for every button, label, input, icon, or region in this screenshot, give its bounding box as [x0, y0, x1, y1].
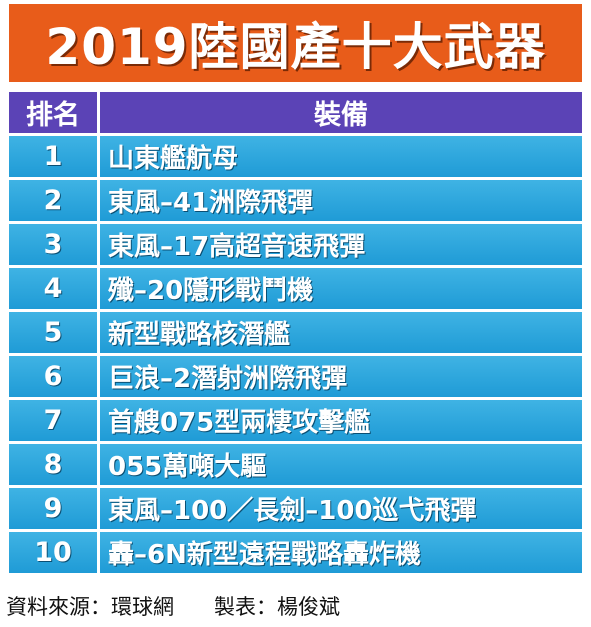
equipment-cell: 山東艦航母 — [100, 136, 582, 177]
table-row: 1 山東艦航母 — [9, 136, 582, 177]
rank-cell: 9 — [9, 488, 97, 529]
rank-cell: 8 — [9, 444, 97, 485]
source-note: 資料來源：環球網 — [6, 595, 174, 619]
page-title: 2019陸國產十大武器 — [45, 18, 546, 76]
rank-cell: 7 — [9, 400, 97, 441]
rank-cell: 10 — [9, 532, 97, 573]
table-row: 5 新型戰略核潛艦 — [9, 312, 582, 353]
table-row: 3 東風–17高超音速飛彈 — [9, 224, 582, 265]
table-row: 8 055萬噸大驅 — [9, 444, 582, 485]
rank-column-header: 排名 — [9, 92, 97, 133]
rank-cell: 3 — [9, 224, 97, 265]
title-banner: 2019陸國產十大武器 — [9, 4, 582, 82]
equipment-cell: 巨浪–2潛射洲際飛彈 — [100, 356, 582, 397]
equipment-cell: 轟–6N新型遠程戰略轟炸機 — [100, 532, 582, 573]
equipment-cell: 殲–20隱形戰鬥機 — [100, 268, 582, 309]
equipment-cell: 新型戰略核潛艦 — [100, 312, 582, 353]
table-row: 2 東風–41洲際飛彈 — [9, 180, 582, 221]
table-row: 9 東風–100／長劍–100巡弋飛彈 — [9, 488, 582, 529]
rank-cell: 1 — [9, 136, 97, 177]
equipment-cell: 055萬噸大驅 — [100, 444, 582, 485]
rank-cell: 4 — [9, 268, 97, 309]
ranking-table: 排名 裝備 1 山東艦航母 2 東風–41洲際飛彈 3 東風–17高超音速飛彈 … — [9, 92, 582, 576]
table-row: 10 轟–6N新型遠程戰略轟炸機 — [9, 532, 582, 573]
table-row: 4 殲–20隱形戰鬥機 — [9, 268, 582, 309]
equipment-cell: 東風–41洲際飛彈 — [100, 180, 582, 221]
equipment-column-header: 裝備 — [100, 92, 582, 133]
table-row: 7 首艘075型兩棲攻擊艦 — [9, 400, 582, 441]
rank-cell: 2 — [9, 180, 97, 221]
rank-cell: 5 — [9, 312, 97, 353]
equipment-cell: 東風–100／長劍–100巡弋飛彈 — [100, 488, 582, 529]
credit-note: 製表：楊俊斌 — [214, 595, 340, 619]
rank-cell: 6 — [9, 356, 97, 397]
table-row: 6 巨浪–2潛射洲際飛彈 — [9, 356, 582, 397]
equipment-cell: 東風–17高超音速飛彈 — [100, 224, 582, 265]
footer: 資料來源：環球網 製表：楊俊斌 — [6, 591, 586, 621]
table-header-row: 排名 裝備 — [9, 92, 582, 133]
equipment-cell: 首艘075型兩棲攻擊艦 — [100, 400, 582, 441]
